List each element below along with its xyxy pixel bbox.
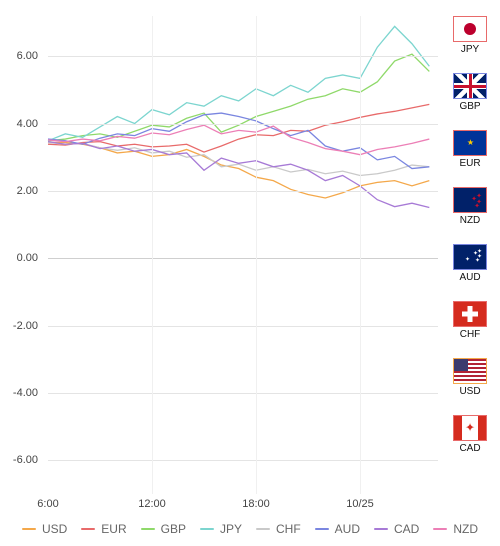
legend-label: GBP xyxy=(161,522,186,536)
legend-swatch xyxy=(374,528,388,530)
legend-label: CHF xyxy=(276,522,301,536)
gridline-h xyxy=(48,393,438,394)
flag-item-aud[interactable]: AUD xyxy=(453,244,487,283)
chart-area: -6.00 -4.00 -2.00 0.00 2.00 4.00 6.00 6:00 12:00… xyxy=(0,0,440,518)
y-axis-label: -4.00 xyxy=(13,387,38,399)
legend-item-jpy[interactable]: JPY xyxy=(200,522,242,536)
legend-item-gbp[interactable]: GBP xyxy=(141,522,186,536)
y-axis-label: 0.00 xyxy=(17,252,38,264)
flag-icon-cad xyxy=(453,415,487,441)
flag-label: NZD xyxy=(460,215,481,226)
y-axis-label: 2.00 xyxy=(17,185,38,197)
legend-swatch xyxy=(81,528,95,530)
legend-item-aud[interactable]: AUD xyxy=(315,522,360,536)
gridline-h xyxy=(48,326,438,327)
flag-icon-usd xyxy=(453,358,487,384)
flag-icon-nzd xyxy=(453,187,487,213)
currency-flag-list: JPY GBP EUR NZD AUD CHF USD CAD xyxy=(440,0,500,518)
flag-item-gbp[interactable]: GBP xyxy=(453,73,487,112)
flag-item-chf[interactable]: CHF xyxy=(453,301,487,340)
legend-item-nzd[interactable]: NZD xyxy=(433,522,478,536)
plot: -6.00-4.00-2.000.002.004.006.006:0012:00… xyxy=(48,16,438,494)
x-axis-label: 6:00 xyxy=(37,498,58,510)
legend-label: USD xyxy=(42,522,67,536)
flag-item-nzd[interactable]: NZD xyxy=(453,187,487,226)
flag-label: JPY xyxy=(461,44,479,55)
flag-item-cad[interactable]: CAD xyxy=(453,415,487,454)
y-axis-label: 6.00 xyxy=(17,50,38,62)
series-nzd xyxy=(48,125,429,154)
legend-item-cad[interactable]: CAD xyxy=(374,522,419,536)
legend-label: EUR xyxy=(101,522,126,536)
gridline-v xyxy=(152,16,153,494)
legend-swatch xyxy=(141,528,155,530)
flag-label: GBP xyxy=(459,101,480,112)
gridline-h xyxy=(48,258,438,259)
flag-icon-aud xyxy=(453,244,487,270)
gridline-h xyxy=(48,56,438,57)
x-axis-label: 18:00 xyxy=(242,498,270,510)
legend-label: NZD xyxy=(453,522,478,536)
legend-label: AUD xyxy=(335,522,360,536)
y-axis-label: 4.00 xyxy=(17,118,38,130)
flag-item-eur[interactable]: EUR xyxy=(453,130,487,169)
x-axis-label: 10/25 xyxy=(346,498,374,510)
legend-item-chf[interactable]: CHF xyxy=(256,522,301,536)
legend-swatch xyxy=(22,528,36,530)
gridline-h xyxy=(48,124,438,125)
series-aud xyxy=(48,113,429,168)
legend-item-eur[interactable]: EUR xyxy=(81,522,126,536)
gridline-h xyxy=(48,460,438,461)
flag-icon-eur xyxy=(453,130,487,156)
legend-label: JPY xyxy=(220,522,242,536)
flag-label: CHF xyxy=(460,329,481,340)
flag-label: CAD xyxy=(459,443,480,454)
flag-icon-gbp xyxy=(453,73,487,99)
gridline-h xyxy=(48,191,438,192)
flag-item-usd[interactable]: USD xyxy=(453,358,487,397)
flag-label: AUD xyxy=(459,272,480,283)
gridline-v xyxy=(360,16,361,494)
legend: USD EUR GBP JPY CHF AUD CAD NZD xyxy=(0,518,500,546)
series-eur xyxy=(48,104,429,152)
flag-label: EUR xyxy=(459,158,480,169)
series-gbp xyxy=(48,54,429,141)
legend-label: CAD xyxy=(394,522,419,536)
legend-swatch xyxy=(256,528,270,530)
flag-item-jpy[interactable]: JPY xyxy=(453,16,487,55)
currency-chart-widget: -6.00 -4.00 -2.00 0.00 2.00 4.00 6.00 6:00 12:00… xyxy=(0,0,500,546)
legend-swatch xyxy=(200,528,214,530)
y-axis-label: -2.00 xyxy=(13,320,38,332)
legend-swatch xyxy=(433,528,447,530)
top-row: -6.00 -4.00 -2.00 0.00 2.00 4.00 6.00 6:00 12:00… xyxy=(0,0,500,518)
flag-icon-chf xyxy=(453,301,487,327)
legend-swatch xyxy=(315,528,329,530)
x-axis-label: 12:00 xyxy=(138,498,166,510)
y-axis-label: -6.00 xyxy=(13,454,38,466)
legend-item-usd[interactable]: USD xyxy=(22,522,67,536)
flag-label: USD xyxy=(459,386,480,397)
chart-lines xyxy=(48,16,438,262)
flag-icon-jpy xyxy=(453,16,487,42)
gridline-v xyxy=(256,16,257,494)
